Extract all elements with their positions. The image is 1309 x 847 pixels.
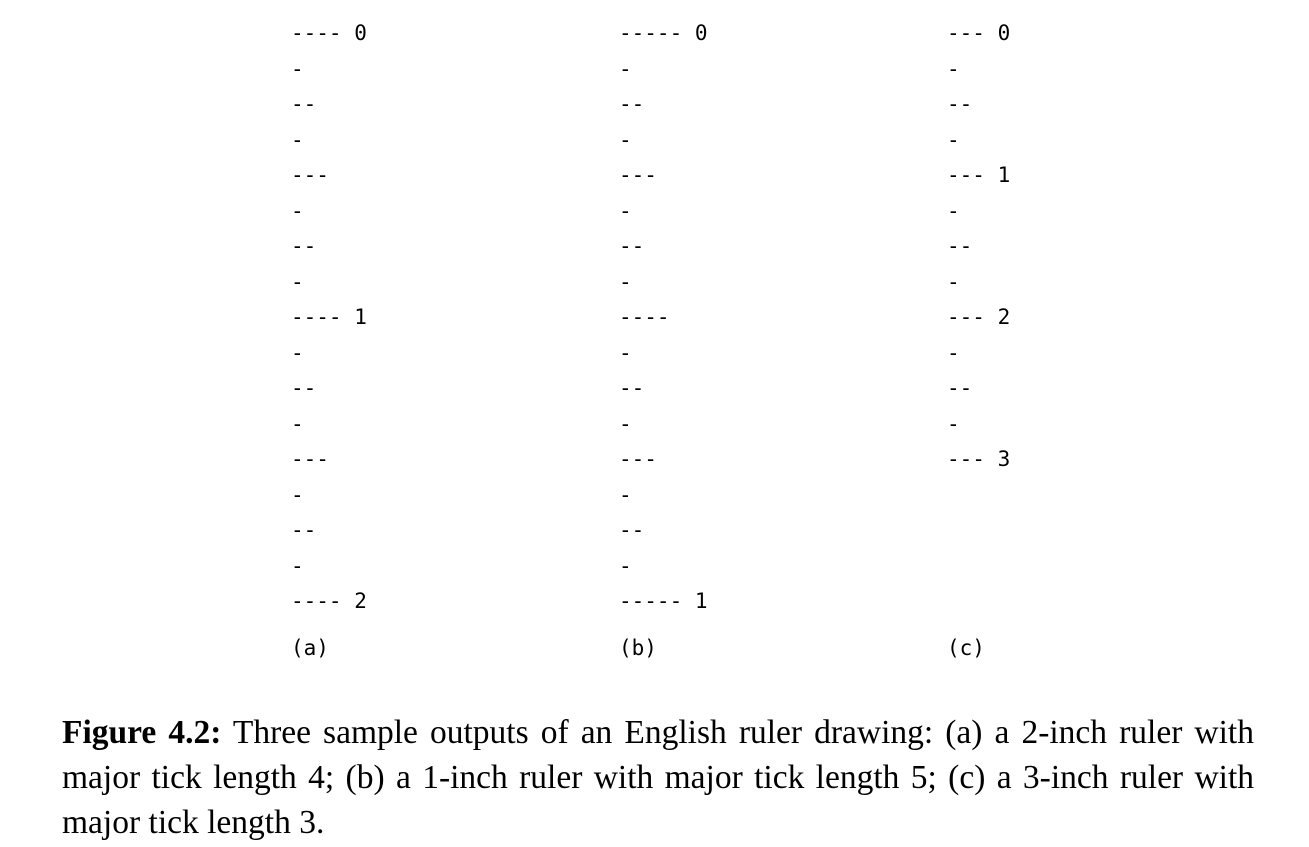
ruler-b-line: -: [619, 198, 632, 223]
ruler-b-line: ----- 1: [619, 589, 708, 613]
ruler-a-label: (a): [291, 636, 329, 660]
ruler-c-line: --- 2: [947, 305, 1011, 329]
ruler-b-line: -: [619, 411, 632, 436]
ruler-b-line: ----- 0: [619, 21, 708, 45]
ruler-c-line: -: [947, 127, 960, 152]
figure-label: Figure 4.2:: [62, 714, 222, 751]
ruler-a-line: -: [291, 340, 304, 365]
ruler-b-line: -: [619, 482, 632, 507]
ruler-c-line: --: [947, 234, 973, 258]
ruler-a-line: -: [291, 411, 304, 436]
ruler-b-label: (b): [619, 636, 657, 660]
ruler-b-line: --: [619, 518, 645, 542]
ruler-b-line: --: [619, 234, 645, 258]
ruler-a-line: ---: [291, 163, 329, 187]
ruler-b-line: ---: [619, 447, 657, 471]
ruler-a: ---- 0- -- - --- - -- - ---- 1- -- - --- - -- - ---- 2: [291, 16, 367, 620]
ruler-c-line: -: [947, 340, 960, 365]
ruler-c-line: --- 1: [947, 163, 1011, 187]
ruler-b-line: -: [619, 127, 632, 152]
ruler-b-line: ---: [619, 163, 657, 187]
ruler-a-line: --: [291, 376, 317, 400]
ruler-c-line: -: [947, 269, 960, 294]
ruler-c-line: --- 0: [947, 21, 1011, 45]
ruler-b-line: -: [619, 269, 632, 294]
ruler-a-line: -: [291, 198, 304, 223]
ruler-a-line: -: [291, 482, 304, 507]
ruler-b-line: -: [619, 56, 632, 81]
ruler-a-line: -: [291, 56, 304, 81]
ruler-a-line: -: [291, 269, 304, 294]
ruler-c-line: -: [947, 56, 960, 81]
ruler-c-line: --: [947, 92, 973, 116]
ruler-a-line: ---: [291, 447, 329, 471]
ruler-b-line: -: [619, 553, 632, 578]
ruler-c-line: -: [947, 411, 960, 436]
ruler-b-line: --: [619, 92, 645, 116]
ruler-a-line: ---- 1: [291, 305, 367, 329]
ruler-a-line: -: [291, 127, 304, 152]
ruler-c-line: --: [947, 376, 973, 400]
ruler-a-line: -: [291, 553, 304, 578]
ruler-a-line: --: [291, 92, 317, 116]
ruler-b-line: -: [619, 340, 632, 365]
ruler-a-line: ---- 0: [291, 21, 367, 45]
ruler-c: --- 0- -- - --- 1- -- - --- 2- -- - --- 3: [947, 16, 1010, 478]
figure-caption-text: Three sample outputs of an English ruler…: [62, 714, 1254, 841]
ruler-c-label: (c): [947, 636, 985, 660]
ruler-b-line: --: [619, 376, 645, 400]
ruler-a-line: --: [291, 518, 317, 542]
ruler-c-line: --- 3: [947, 447, 1011, 471]
figure-caption: Figure 4.2: Three sample outputs of an E…: [62, 710, 1254, 845]
ruler-b: ----- 0- -- - --- - -- - ---- - -- - --- - -- - ----- 1: [619, 16, 708, 620]
ruler-a-line: --: [291, 234, 317, 258]
ruler-c-line: -: [947, 198, 960, 223]
ruler-a-line: ---- 2: [291, 589, 367, 613]
ruler-b-line: ----: [619, 305, 670, 329]
